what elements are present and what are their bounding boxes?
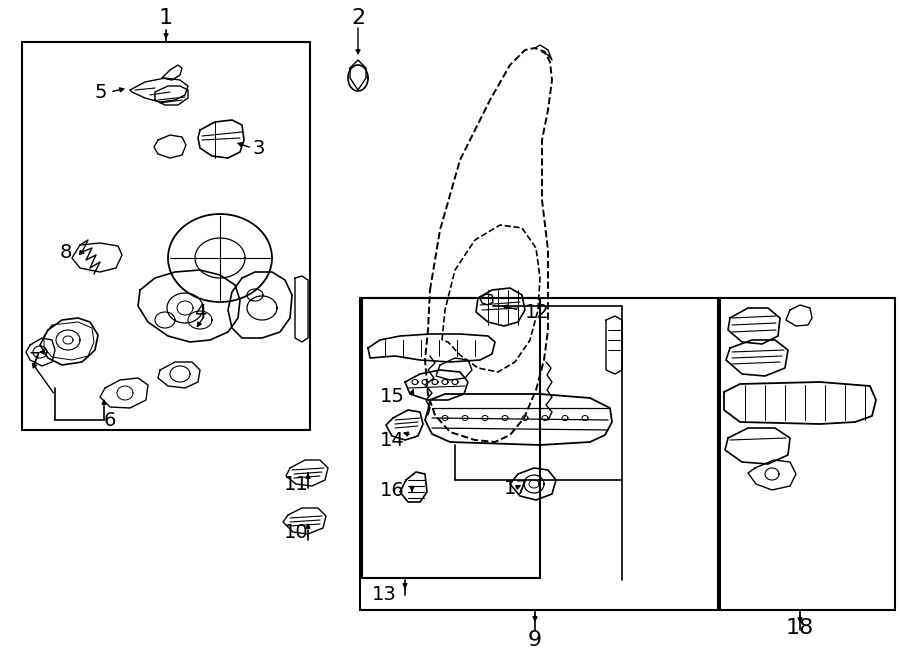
Text: 4: 4 [194,303,206,321]
Text: 9: 9 [528,630,542,650]
Text: 12: 12 [525,303,550,321]
Text: 15: 15 [380,387,405,405]
Bar [362,298,540,578]
Text: 7: 7 [28,350,40,369]
Text: 3: 3 [252,139,265,157]
Text: 11: 11 [284,475,309,494]
Text: 14: 14 [380,430,405,449]
Text: 16: 16 [380,481,405,500]
Bar [360,298,720,610]
Text: 5: 5 [95,83,107,102]
Text: 6: 6 [104,410,116,430]
Text: 2: 2 [351,8,365,28]
Text: 8: 8 [60,243,72,262]
Text: 18: 18 [786,618,815,638]
Bar [718,298,895,610]
Text: 1: 1 [159,8,173,28]
Text: 10: 10 [284,522,309,541]
Bar [22,42,310,430]
Text: 17: 17 [504,479,529,498]
Text: 13: 13 [372,586,397,605]
